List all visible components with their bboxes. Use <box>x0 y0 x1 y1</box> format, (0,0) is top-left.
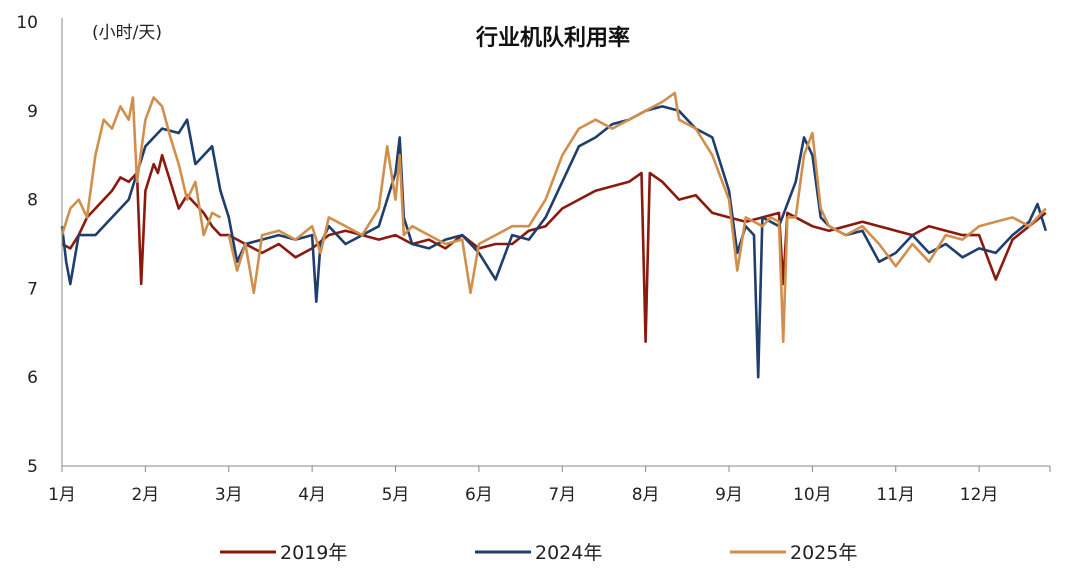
y-tick-label: 7 <box>27 279 38 299</box>
x-tick-label: 1月 <box>48 485 76 505</box>
y-tick-label: 5 <box>27 457 38 477</box>
x-axis-labels: 1月 2月 3月 4月 5月 6月 7月 8月 9月 10月 11月 12月 <box>48 485 998 505</box>
x-tick-label: 11月 <box>876 485 915 505</box>
x-tick-label: 8月 <box>632 485 660 505</box>
x-tick-label: 3月 <box>215 485 243 505</box>
x-tick-label: 10月 <box>793 485 832 505</box>
x-tick-label: 6月 <box>465 485 493 505</box>
x-tick-label: 9月 <box>715 485 743 505</box>
legend-label: 2024年 <box>535 542 602 564</box>
y-tick-label: 10 <box>16 13 38 33</box>
y-tick-label: 9 <box>27 102 38 122</box>
legend-label: 2019年 <box>280 542 347 564</box>
y-tick-label: 8 <box>27 191 38 211</box>
x-tick-label: 12月 <box>960 485 999 505</box>
x-tick-label: 4月 <box>298 485 326 505</box>
chart-title: 行业机队利用率 <box>475 25 630 51</box>
series-line <box>227 91 1047 344</box>
x-tick-label: 7月 <box>548 485 576 505</box>
y-tick-label: 6 <box>27 368 38 388</box>
legend: 2019年 2024年 2025年 <box>220 542 857 564</box>
series-line <box>60 96 222 237</box>
y-axis-labels: 5 6 7 8 9 10 <box>16 13 38 477</box>
series-lines <box>60 91 1048 379</box>
unit-label: (小时/天) <box>92 23 162 43</box>
series-line <box>60 105 1048 379</box>
x-axis-ticks <box>61 466 1051 472</box>
legend-label: 2025年 <box>790 542 857 564</box>
x-tick-label: 5月 <box>382 485 410 505</box>
x-tick-label: 2月 <box>131 485 159 505</box>
